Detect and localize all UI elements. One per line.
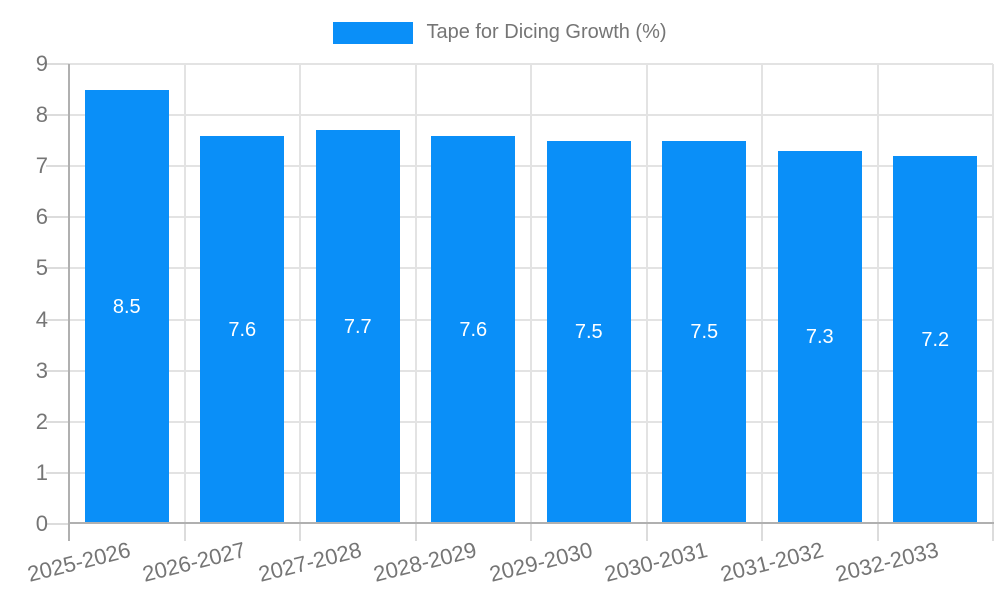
x-axis-tick — [299, 524, 301, 541]
bar-value-label: 7.3 — [805, 326, 834, 349]
gridline-vertical — [183, 64, 186, 524]
y-axis-tick — [46, 216, 69, 219]
y-tick-label: 3 — [35, 357, 48, 383]
bar-value-label: 7.7 — [343, 316, 372, 339]
bar — [315, 130, 400, 524]
y-axis-tick — [46, 165, 69, 168]
y-tick-label: 4 — [35, 306, 48, 332]
gridline-vertical — [761, 64, 763, 524]
gridline-vertical — [645, 64, 648, 524]
bar — [84, 89, 169, 524]
x-tick-label: 2028-2029 — [370, 537, 480, 587]
x-axis-tick — [992, 524, 994, 541]
y-axis-tick — [46, 471, 69, 474]
x-axis-tick — [645, 524, 648, 541]
legend[interactable]: Tape for Dicing Growth (%) — [0, 21, 1000, 44]
bar — [546, 140, 631, 524]
y-axis-tick — [46, 63, 69, 65]
x-axis-tick — [761, 524, 763, 541]
bar — [662, 140, 747, 524]
x-tick-label: 2032-2033 — [832, 537, 942, 587]
x-tick-label: 2031-2032 — [717, 537, 826, 587]
bar-value-label: 7.2 — [921, 329, 950, 351]
bar — [200, 135, 285, 524]
y-axis-tick — [46, 420, 69, 423]
y-tick-label: 0 — [35, 511, 48, 536]
x-tick-label: 2026-2027 — [139, 537, 249, 587]
y-axis-tick — [46, 369, 69, 372]
y-axis-tick — [46, 523, 69, 525]
x-axis-tick — [183, 524, 186, 541]
bar-value-label: 7.5 — [574, 321, 603, 344]
x-axis-line — [68, 522, 994, 524]
y-axis-tick — [46, 114, 69, 117]
y-axis-tick — [46, 267, 69, 270]
gridline-vertical — [530, 64, 532, 524]
x-axis-tick — [876, 524, 879, 541]
gridline-vertical — [299, 64, 301, 524]
x-tick-label: 2029-2030 — [486, 537, 595, 587]
bar — [893, 156, 978, 524]
x-tick-label: 2025-2026 — [24, 537, 133, 587]
y-tick-label: 9 — [35, 51, 48, 76]
bar — [777, 150, 862, 524]
y-tick-label: 6 — [35, 204, 48, 230]
bar — [431, 135, 516, 524]
bar-value-label: 7.6 — [459, 318, 488, 341]
bar-value-label: 8.5 — [112, 295, 141, 318]
y-tick-label: 1 — [35, 459, 48, 485]
legend-swatch — [333, 21, 414, 44]
y-tick-label: 2 — [35, 408, 48, 434]
x-tick-label: 2030-2031 — [601, 537, 711, 587]
y-tick-label: 8 — [35, 102, 48, 128]
legend-label: Tape for Dicing Growth (%) — [426, 21, 667, 43]
y-tick-label: 5 — [35, 255, 48, 281]
y-tick-label: 7 — [35, 153, 48, 179]
x-axis-tick — [530, 524, 532, 541]
y-axis-line — [68, 64, 70, 541]
gridline-vertical — [992, 64, 994, 524]
gridline-vertical — [876, 64, 879, 524]
gridline-vertical — [414, 64, 417, 524]
x-axis-tick — [414, 524, 417, 541]
bar-value-label: 7.5 — [690, 321, 719, 344]
y-axis-tick — [46, 318, 69, 321]
bar-value-label: 7.6 — [228, 318, 257, 341]
x-tick-label: 2027-2028 — [255, 537, 364, 587]
